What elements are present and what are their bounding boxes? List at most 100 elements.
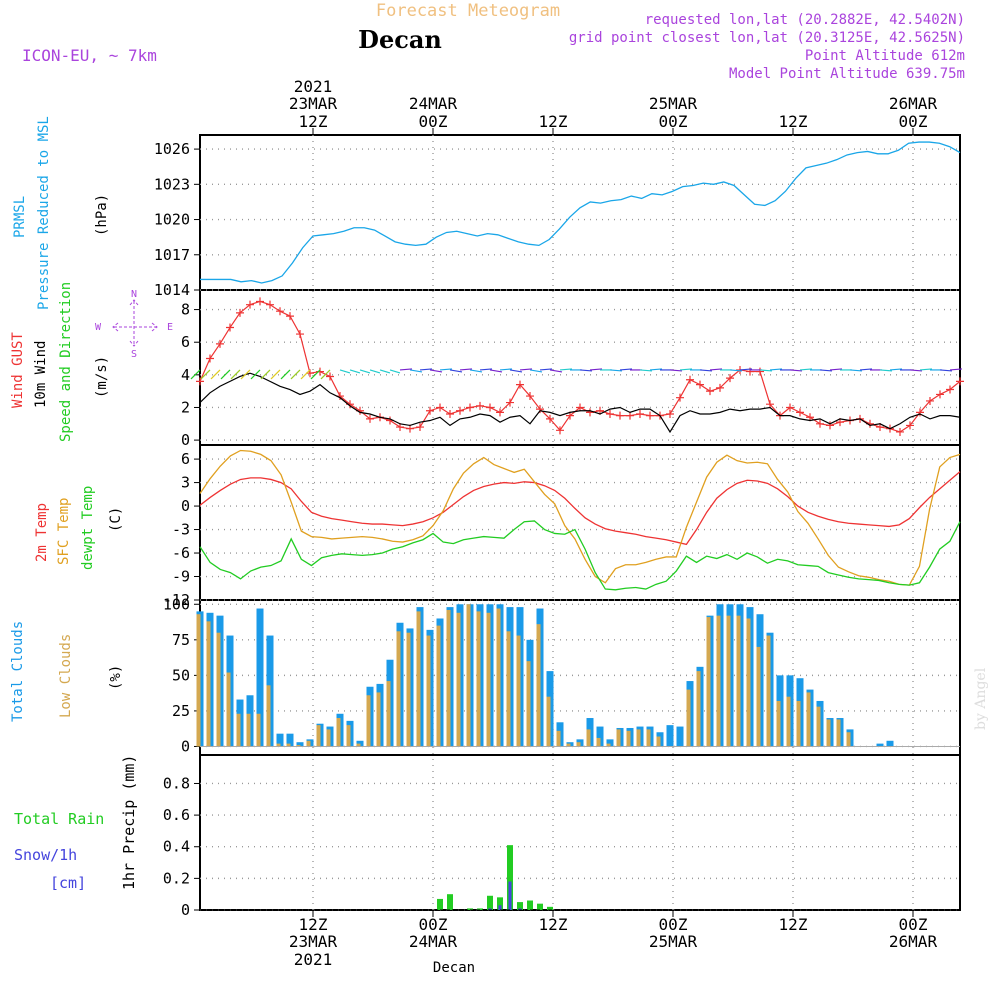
requested-coords: requested lon,lat (20.2882E, 42.5402N) bbox=[645, 12, 965, 28]
low-cloud-bar bbox=[446, 609, 451, 747]
low-cloud-bar bbox=[736, 615, 741, 747]
gust-marker bbox=[946, 385, 954, 394]
gust-marker bbox=[476, 401, 484, 410]
low-cloud-bar bbox=[466, 604, 471, 747]
top-title: Forecast Meteogram bbox=[376, 1, 560, 21]
gust-marker bbox=[926, 396, 934, 405]
low-cloud-bar bbox=[406, 632, 411, 747]
wind-direction-arrow bbox=[609, 369, 623, 372]
temp2m-line bbox=[199, 471, 961, 546]
gust-marker bbox=[266, 300, 274, 309]
low-cloud-bar bbox=[846, 732, 851, 747]
total-clouds-label: Total Clouds bbox=[10, 621, 26, 722]
wind-direction-arrow bbox=[389, 369, 401, 374]
top-date-label: 25MAR bbox=[649, 94, 698, 113]
wind-direction-arrow bbox=[200, 369, 211, 380]
top-date-label: 23MAR bbox=[289, 94, 338, 113]
snow-label: Snow/1h bbox=[14, 846, 77, 864]
wind-direction-arrow bbox=[240, 369, 251, 380]
wind-direction-arrow bbox=[769, 368, 783, 371]
bottom-hour-label: 00Z bbox=[419, 915, 448, 934]
rain-bar bbox=[477, 908, 483, 910]
y-tick-label: 2 bbox=[181, 398, 190, 416]
y-tick-label: 25 bbox=[172, 702, 190, 720]
wind-direction-arrow bbox=[339, 369, 351, 374]
wind-direction-arrow bbox=[230, 369, 241, 380]
gust-marker bbox=[226, 323, 234, 332]
gust-marker bbox=[526, 392, 534, 401]
low-cloud-bar bbox=[196, 614, 201, 747]
low-cloud-bar bbox=[256, 713, 261, 747]
compass-e: E bbox=[167, 322, 173, 333]
dewpt-line bbox=[199, 520, 961, 591]
top-hour-label: 12Z bbox=[539, 112, 568, 131]
top-hour-label: 00Z bbox=[659, 112, 688, 131]
watermark: by Angel bbox=[973, 667, 989, 730]
low-cloud-bar bbox=[776, 700, 781, 747]
snow-bar bbox=[498, 905, 502, 910]
wind10m-label: 10m Wind bbox=[33, 341, 49, 408]
wind-direction-arrow bbox=[300, 369, 311, 380]
wind-direction-arrow bbox=[849, 369, 863, 372]
low-cloud-bar bbox=[426, 635, 431, 747]
wind-direction-arrow bbox=[539, 368, 553, 371]
bottom-hour-label: 12Z bbox=[299, 915, 328, 934]
y-tick-label: 4 bbox=[181, 366, 190, 384]
wind-direction-arrow bbox=[859, 368, 873, 371]
low-cloud-bar bbox=[296, 745, 301, 747]
y-tick-label: 6 bbox=[181, 333, 190, 351]
snow-bar bbox=[518, 908, 522, 910]
wind-unit: (m/s) bbox=[94, 356, 110, 398]
wind-direction-arrow bbox=[819, 369, 833, 372]
gust-marker bbox=[786, 403, 794, 412]
low-cloud-bar bbox=[576, 742, 581, 747]
wind-direction-arrow bbox=[499, 368, 513, 371]
wind-direction-arrow bbox=[579, 369, 593, 372]
wind-direction-arrow bbox=[320, 369, 331, 380]
low-cloud-bar bbox=[476, 611, 481, 747]
wind-direction-arrow bbox=[729, 369, 743, 372]
low-cloud-bar bbox=[336, 718, 341, 747]
total-cloud-bar bbox=[276, 733, 284, 747]
low-cloud-bar bbox=[696, 671, 701, 747]
total-cloud-bar bbox=[886, 740, 894, 747]
wind-direction-arrow bbox=[639, 369, 653, 372]
low-cloud-bar bbox=[236, 713, 241, 747]
wind-direction-arrow bbox=[250, 369, 261, 380]
top-date-label: 24MAR bbox=[409, 94, 458, 113]
gust-marker bbox=[506, 398, 514, 407]
wind-direction-arrow bbox=[799, 368, 813, 371]
y-tick-label: 3 bbox=[181, 474, 190, 492]
low-cloud-bar bbox=[326, 729, 331, 747]
clouds-unit: (%) bbox=[108, 665, 124, 690]
low-cloud-bar bbox=[386, 681, 391, 747]
gust-marker bbox=[956, 377, 964, 386]
rain-bar bbox=[507, 845, 513, 910]
gust-marker bbox=[536, 405, 544, 414]
gust-marker bbox=[936, 390, 944, 399]
prmsl-long-label: Pressure Reduced to MSL bbox=[36, 116, 52, 310]
wind-direction-arrow bbox=[210, 369, 221, 380]
gust-marker bbox=[196, 377, 204, 386]
gust-marker bbox=[206, 354, 214, 363]
gust-marker bbox=[436, 403, 444, 412]
y-tick-label: 0 bbox=[181, 431, 190, 449]
wind-direction-arrow bbox=[949, 368, 963, 371]
point-altitude: Point Altitude 612m bbox=[805, 48, 965, 64]
total-cloud-bar bbox=[676, 726, 684, 747]
y-tick-label: 1026 bbox=[154, 140, 190, 158]
wind-direction-arrow bbox=[359, 369, 371, 374]
total-cloud-bar bbox=[296, 742, 304, 747]
gust-marker bbox=[646, 411, 654, 420]
wind-direction-arrow bbox=[469, 369, 483, 373]
total-cloud-bar bbox=[666, 725, 674, 747]
gust-marker bbox=[486, 403, 494, 412]
wind-direction-arrow bbox=[449, 369, 463, 373]
low-cloud-bar bbox=[266, 685, 271, 747]
low-cloud-bar bbox=[616, 729, 621, 747]
location-title: Decan bbox=[358, 25, 442, 54]
wind-direction-arrow bbox=[399, 368, 413, 371]
precip-unit: 1hr Precip (mm) bbox=[120, 755, 138, 890]
bottom-hour-label: 12Z bbox=[539, 915, 568, 934]
